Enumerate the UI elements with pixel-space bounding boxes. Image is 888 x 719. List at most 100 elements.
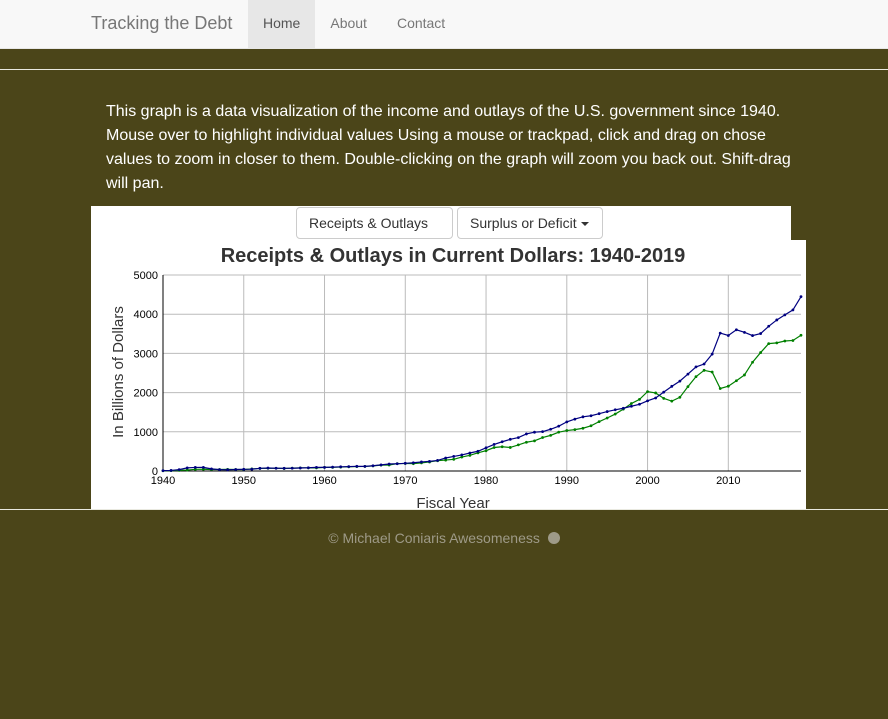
receipts-data-point [718, 387, 722, 390]
outlays-data-point [557, 424, 561, 428]
outlays-data-point [783, 313, 787, 317]
receipts-data-point [185, 468, 189, 472]
receipts-data-point [452, 457, 456, 461]
nav-item-contact[interactable]: Contact [396, 15, 446, 31]
nav-item-about[interactable]: About [330, 15, 367, 31]
y-tick-label: 2000 [134, 388, 158, 400]
outlays-data-point [193, 466, 197, 469]
outlays-data-point [420, 460, 423, 464]
receipts-data-point [516, 443, 520, 447]
outlays-data-point [751, 334, 754, 337]
outlays-data-point [492, 443, 496, 446]
receipts-data-point [751, 360, 754, 364]
outlays-data-point [315, 465, 318, 469]
outlays-data-point [185, 466, 189, 470]
brand-link[interactable]: Tracking the Debt [91, 13, 233, 33]
y-tick-label: 3000 [134, 348, 158, 360]
receipts-data-point [565, 429, 569, 432]
footer-text: Michael Coniaris Awesomeness [342, 530, 540, 546]
receipts-data-point [686, 385, 690, 389]
outlays-data-point [395, 462, 399, 466]
outlays-data-point [274, 466, 278, 470]
outlays-data-point [508, 437, 512, 441]
receipts-data-point [638, 397, 641, 401]
copyright-icon: © [328, 530, 339, 546]
outlays-data-point [541, 430, 544, 434]
outlays-data-point [775, 318, 779, 322]
outlays-data-point [298, 466, 302, 470]
outlays-data-point [759, 332, 763, 335]
receipts-outlays-label: Receipts & Outlays [309, 215, 429, 231]
receipts-data-point [799, 333, 803, 337]
chart[interactable]: Receipts & Outlays in Current Dollars: 1… [91, 240, 806, 510]
receipts-data-point [726, 384, 730, 388]
footer: © Michael Coniaris Awesomeness [0, 530, 888, 546]
outlays-data-point [476, 449, 480, 453]
chart-tick-labels: 0 1000 2000 3000 4000 5000 1940 1950 1960 1970 198… [134, 270, 741, 487]
receipts-data-point [541, 436, 544, 439]
outlays-data-point [581, 415, 585, 419]
outlays-data-point [323, 465, 326, 469]
outlays-data-point [702, 362, 706, 366]
y-tick-label: 4000 [134, 309, 158, 321]
outlays-data-point [662, 390, 666, 394]
receipts-data-point [775, 341, 779, 345]
receipts-data-point [662, 396, 666, 400]
receipts-data-point [589, 424, 593, 428]
receipts-data-point [581, 426, 585, 430]
nav-item-home[interactable]: Home [248, 0, 316, 48]
outlays-data-point [282, 466, 286, 470]
outlays-data-point [799, 295, 803, 299]
outlays-data-point [355, 464, 359, 468]
x-tick-label: 1960 [312, 475, 336, 487]
outlays-data-point [525, 432, 528, 436]
receipts-data-point [783, 339, 787, 343]
receipts-data-point [734, 379, 738, 383]
outlays-data-point [710, 352, 714, 356]
caret-down-icon [580, 222, 589, 227]
outlays-data-point [686, 372, 690, 376]
receipts-data-point [525, 440, 528, 444]
x-tick-label: 1940 [151, 475, 175, 487]
outlays-data-point [234, 468, 238, 471]
outlays-data-point [371, 464, 375, 468]
outlays-data-point [177, 468, 181, 472]
surplus-deficit-label: Surplus or Deficit [470, 215, 577, 231]
intro-text: This graph is a data visualization of th… [106, 103, 791, 192]
x-tick-label: 1980 [474, 475, 498, 487]
outlays-data-point [565, 420, 569, 424]
surplus-deficit-dropdown[interactable]: Surplus or Deficit [457, 207, 603, 239]
outlays-data-point [387, 462, 391, 466]
outlays-data-point [734, 328, 738, 332]
receipts-outlays-dropdown[interactable]: Receipts & Outlays [296, 207, 453, 257]
globe-icon [547, 532, 560, 544]
outlays-data-point [290, 466, 294, 470]
chart-title: Receipts & Outlays in Current Dollars: 1… [221, 245, 686, 267]
outlays-data-point [678, 379, 682, 383]
y-tick-label: 1000 [134, 427, 158, 439]
footer-divider [0, 509, 888, 510]
outlays-data-point [266, 466, 270, 470]
receipts-data-point [759, 351, 763, 354]
receipts-data-point [468, 453, 472, 457]
outlays-data-point [597, 412, 601, 416]
receipts-series-line [162, 334, 802, 472]
outlays-data-point [654, 396, 658, 400]
receipts-data-point [444, 458, 448, 462]
chart-series [161, 295, 803, 473]
outlays-data-point [306, 466, 310, 470]
receipts-data-point [613, 412, 617, 416]
caret-down-icon [313, 252, 321, 257]
receipts-data-point [743, 373, 746, 377]
outlays-data-point [363, 464, 367, 468]
chart-grid [162, 274, 801, 472]
outlays-data-point [258, 466, 262, 470]
outlays-data-point [621, 406, 625, 410]
outlays-data-point [549, 427, 553, 431]
outlays-data-point [484, 446, 488, 450]
outlays-data-point [411, 461, 415, 465]
x-tick-label: 2010 [716, 475, 740, 487]
outlays-data-point [694, 365, 698, 369]
receipts-data-point [630, 402, 633, 405]
outlays-data-point [589, 414, 593, 418]
